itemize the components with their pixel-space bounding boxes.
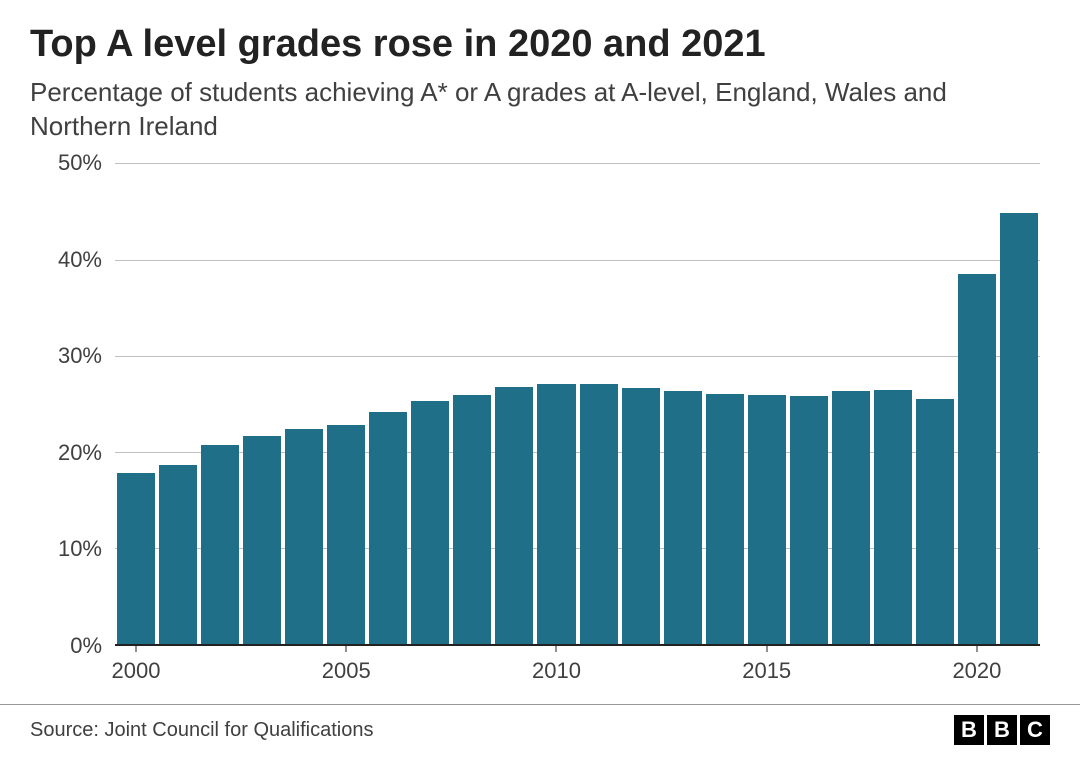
chart-container: Top A level grades rose in 2020 and 2021… [0,0,1080,759]
y-tick-label: 40% [58,247,102,273]
bar [117,473,155,644]
bar [453,395,491,644]
bar [1000,213,1038,644]
x-tick-label: 2020 [952,658,1001,684]
x-tick-label: 2000 [112,658,161,684]
y-tick-label: 10% [58,536,102,562]
bar [580,384,618,644]
x-tick-label: 2010 [532,658,581,684]
bar [916,399,954,644]
bar [622,388,660,644]
y-tick-label: 0% [70,633,102,659]
bar [958,274,996,644]
bar [495,387,533,644]
bar [201,445,239,644]
bar [159,465,197,644]
y-tick-label: 30% [58,343,102,369]
chart-title: Top A level grades rose in 2020 and 2021 [30,24,1050,66]
x-tick-label: 2005 [322,658,371,684]
bar [285,429,323,644]
bar [832,391,870,644]
bar [874,390,912,644]
y-tick-label: 50% [58,150,102,176]
bar [327,425,365,644]
bar [537,384,575,644]
footer: Source: Joint Council for Qualifications… [0,704,1080,759]
chart-subtitle: Percentage of students achieving A* or A… [30,76,1050,144]
logo-letter: B [987,715,1017,745]
y-tick-label: 20% [58,440,102,466]
bar [748,395,786,644]
x-tick-mark [136,644,137,652]
y-axis: 0%10%20%30%40%50% [30,163,110,646]
chart-area: 0%10%20%30%40%50% 20002005201020152020 [30,163,1050,696]
logo-letter: B [954,715,984,745]
bar [369,412,407,644]
bar [411,401,449,644]
bars-group [115,163,1040,644]
x-axis: 2000 2005 2010 2015 2020 [115,646,1040,696]
x-tick-mark [556,644,557,652]
logo-letter: C [1020,715,1050,745]
bar [243,436,281,644]
bar [706,394,744,644]
x-tick-mark [976,644,977,652]
source-text: Source: Joint Council for Qualifications [30,719,374,742]
x-tick-label: 2015 [742,658,791,684]
plot-region [115,163,1040,646]
x-tick-mark [346,644,347,652]
bar [664,391,702,644]
bbc-logo: BBC [954,715,1050,745]
bar [790,396,828,644]
x-tick-mark [766,644,767,652]
